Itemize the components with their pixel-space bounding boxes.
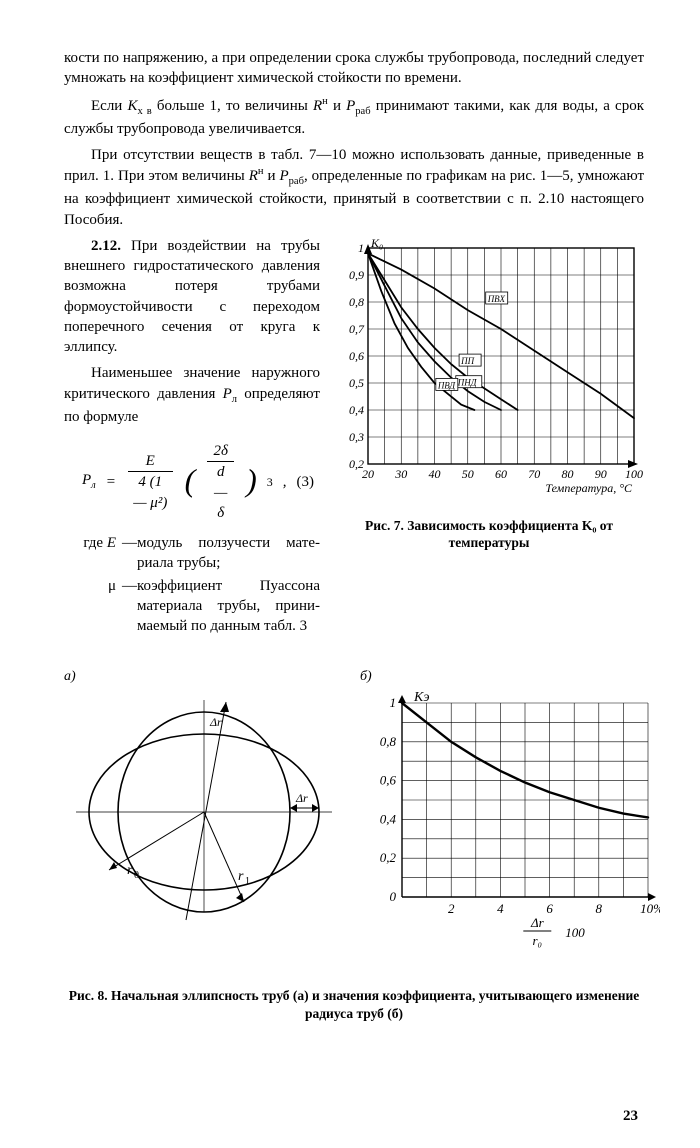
svg-text:0,6: 0,6	[349, 349, 364, 363]
figure-8b-chart: 0 0,2 0,4 0,6 0,8 1 2 4 6 8 10% Kэ Δr r₀ 100	[360, 687, 660, 967]
svg-text:r: r	[238, 869, 244, 884]
svg-text:Δr: Δr	[530, 915, 545, 930]
svg-text:Δr: Δr	[209, 715, 222, 729]
page-number: 23	[623, 1106, 638, 1126]
svg-text:100: 100	[565, 925, 585, 940]
svg-text:K₀: K₀	[370, 236, 383, 250]
svg-text:0,8: 0,8	[349, 295, 364, 309]
equation-3: Pл = E 4 (1 — μ²) ( 2δ d — δ )3 , (3)	[82, 441, 320, 523]
svg-text:1: 1	[390, 695, 397, 710]
svg-text:r₀: r₀	[533, 933, 543, 948]
svg-text:4: 4	[497, 901, 504, 916]
fig8b-label: б)	[360, 668, 660, 687]
svg-text:0,4: 0,4	[380, 812, 397, 827]
svg-text:60: 60	[495, 467, 507, 481]
figure-8a-diagram: r0r1ΔrΔr	[64, 687, 344, 927]
svg-text:Температура, °С: Температура, °С	[545, 481, 633, 495]
figure-8-caption: Рис. 8. Начальная эллипсность труб (а) и…	[64, 987, 644, 1022]
definitions: где E — модуль ползучести мате­риала тру…	[64, 533, 320, 636]
para-3: При отсутствии веществ в табл. 7—10 можн…	[64, 145, 644, 230]
svg-text:6: 6	[546, 901, 553, 916]
svg-text:0,5: 0,5	[349, 376, 364, 390]
para-4: 2.12. При воздействии на трубы внешнего …	[64, 236, 320, 358]
svg-text:1: 1	[358, 241, 364, 255]
svg-text:90: 90	[595, 467, 607, 481]
svg-text:0,3: 0,3	[349, 430, 364, 444]
svg-text:0,8: 0,8	[380, 734, 397, 749]
svg-text:0: 0	[134, 870, 139, 881]
svg-text:ПНД: ПНД	[457, 378, 478, 388]
figure-7-caption: Рис. 7. Зависимость коэффициента K₀ от т…	[334, 518, 644, 552]
svg-text:0: 0	[390, 889, 397, 904]
svg-text:ПВХ: ПВХ	[487, 294, 506, 304]
svg-text:100: 100	[625, 467, 643, 481]
svg-text:0,4: 0,4	[349, 403, 364, 417]
svg-text:Δr: Δr	[295, 791, 308, 805]
svg-text:2: 2	[448, 901, 455, 916]
para-2: Если Kх в больше 1, то величины Rн и Pра…	[64, 95, 644, 139]
svg-text:ПВД: ПВД	[437, 380, 457, 390]
svg-text:10%: 10%	[640, 901, 660, 916]
svg-text:0,9: 0,9	[349, 268, 364, 282]
svg-text:40: 40	[429, 467, 441, 481]
svg-text:1: 1	[245, 876, 250, 887]
para-5: Наименьшее значение наруж­ного критическ…	[64, 363, 320, 427]
figure-7-chart: 20304050607080901000,20,30,40,50,60,70,8…	[334, 236, 644, 506]
svg-text:50: 50	[462, 467, 474, 481]
fig8a-label: а)	[64, 668, 344, 687]
svg-text:80: 80	[562, 467, 574, 481]
svg-text:8: 8	[596, 901, 603, 916]
para-1: кости по напряжению, а при определении с…	[64, 48, 644, 89]
svg-text:0,2: 0,2	[349, 457, 364, 471]
svg-text:70: 70	[528, 467, 540, 481]
svg-text:0,6: 0,6	[380, 773, 397, 788]
svg-text:ПП: ПП	[460, 356, 474, 366]
equation-number: (3)	[297, 472, 321, 492]
svg-text:30: 30	[394, 467, 407, 481]
svg-text:Kэ: Kэ	[413, 690, 430, 705]
svg-text:r: r	[127, 863, 133, 878]
svg-text:0,2: 0,2	[380, 850, 397, 865]
svg-text:0,7: 0,7	[349, 322, 365, 336]
